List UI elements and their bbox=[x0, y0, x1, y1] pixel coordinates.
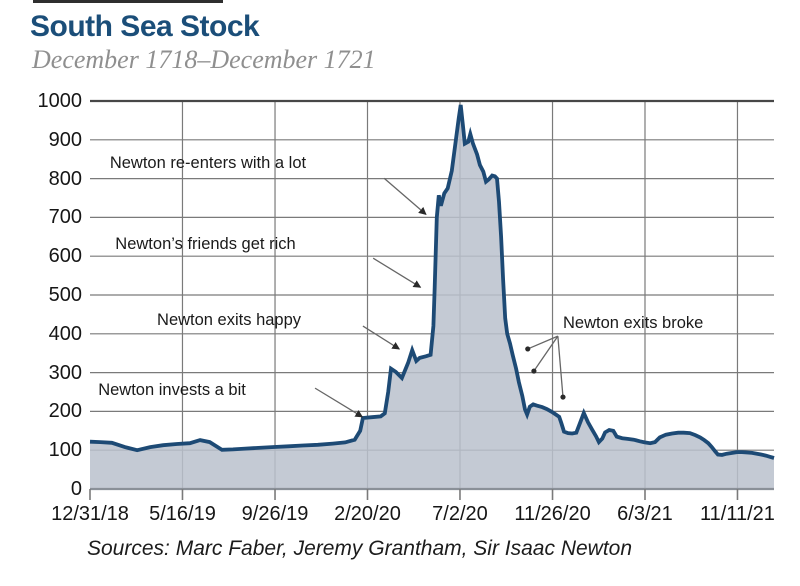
annotation-arrow bbox=[372, 257, 422, 288]
annotation-arrows bbox=[314, 177, 566, 418]
annotation-arrow bbox=[314, 387, 364, 418]
price-line bbox=[89, 104, 775, 460]
axes bbox=[89, 99, 774, 500]
top-border-rule bbox=[33, 0, 223, 3]
annotation-arrow bbox=[557, 336, 564, 398]
area-fill bbox=[90, 104, 774, 490]
annotation-arrow bbox=[533, 335, 559, 372]
price-line-path bbox=[89, 104, 775, 460]
page-title: South Sea Stock bbox=[30, 10, 260, 43]
page-subtitle: December 1718–December 1721 bbox=[32, 45, 376, 74]
annotation-arrow bbox=[362, 325, 401, 350]
annotation-arrow-dot bbox=[531, 368, 537, 374]
annotation-arrow-dot bbox=[560, 394, 566, 400]
area-under-curve bbox=[90, 104, 774, 490]
source-caption: Sources: Marc Faber, Jeremy Grantham, Si… bbox=[87, 537, 633, 560]
annotation-arrow bbox=[383, 177, 427, 215]
annotation-arrow bbox=[527, 335, 559, 350]
annotation-arrow-dot bbox=[525, 346, 531, 352]
